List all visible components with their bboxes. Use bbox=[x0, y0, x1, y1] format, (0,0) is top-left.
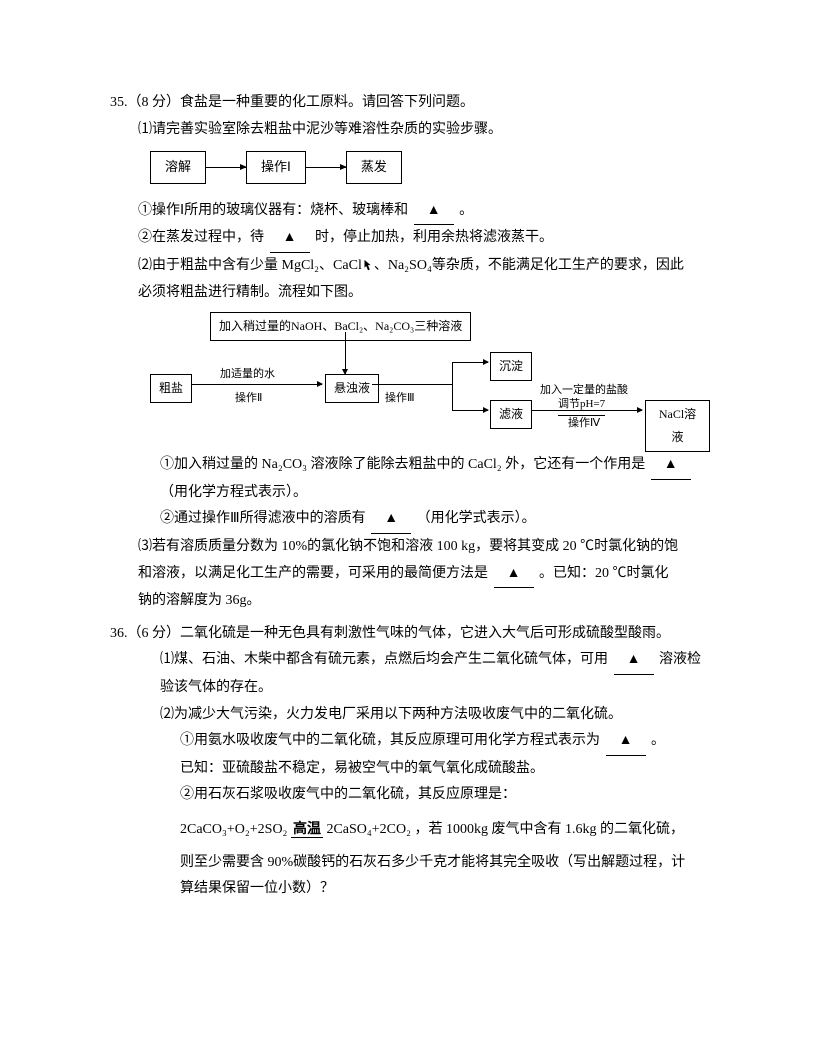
blank-fill[interactable]: ▲ bbox=[414, 198, 454, 226]
triangle-icon: ▲ bbox=[627, 652, 641, 667]
flow1-box-dissolve: 溶解 bbox=[150, 151, 206, 184]
eq-right: 2CaSO₄+2CO₂ ，若 1000kg 废气中含有 1.6kg 的二氧化硫， bbox=[326, 822, 684, 837]
q35-3b: 和溶液，以满足化工生产的需要，可采用的最简便方法是 ▲ 。已知：20 ℃时氯化 bbox=[110, 561, 706, 589]
flow1-box-evap: 蒸发 bbox=[346, 151, 402, 184]
eq-left: 2CaCO₃+O₂+2SO₂ bbox=[180, 822, 287, 837]
text: 和溶液，以满足化工生产的需要，可采用的最简便方法是 bbox=[138, 566, 488, 581]
q35-2c: ①加入稍过量的 Na₂CO₃ 溶液除了能除去粗盐中的 CaCl₂ 外，它还有一个… bbox=[110, 452, 706, 480]
text: 。 bbox=[651, 733, 665, 748]
triangle-icon: ▲ bbox=[384, 511, 398, 526]
q36-2: ⑵为减少大气污染，火力发电厂采用以下两种方法吸收废气中的二氧化硫。 bbox=[110, 702, 706, 729]
blank-fill[interactable]: ▲ bbox=[371, 506, 411, 534]
triangle-icon: ▲ bbox=[283, 230, 297, 245]
q35-header: 35.（8 分）食盐是一种重要的化工原料。请回答下列问题。 bbox=[110, 90, 706, 117]
q35-3a: ⑶若有溶质质量分数为 10%的氯化钠不饱和溶液 100 kg，要将其变成 20 … bbox=[110, 534, 706, 561]
flow2-lbl-water: 加适量的水 bbox=[220, 364, 275, 385]
text: 溶液检 bbox=[659, 652, 701, 667]
text: 、Na₂SO₄等杂质，不能满足化工生产的要求，因此 bbox=[374, 258, 684, 273]
text: ①加入稍过量的 Na₂CO₃ 溶液除了能除去粗盐中的 CaCl₂ 外，它还有一个… bbox=[160, 457, 645, 472]
q35-2d: ②通过操作Ⅲ所得滤液中的溶质有 ▲ （用化学式表示）。 bbox=[110, 506, 706, 534]
triangle-icon: ▲ bbox=[619, 733, 633, 748]
text: ②在蒸发过程中，待 bbox=[138, 230, 264, 245]
text: 时，停止加热，利用余热将滤液蒸干。 bbox=[315, 230, 553, 245]
q36: 36.（6 分）二氧化硫是一种无色具有刺激性气味的气体，它进入大气后可形成硫酸型… bbox=[110, 621, 706, 903]
arrow-icon bbox=[206, 167, 246, 168]
q36-2c: 则至少需要含 90%碳酸钙的石灰石多少千克才能将其完全吸收（写出解题过程，计 bbox=[110, 850, 706, 877]
q36-2d: 算结果保留一位小数）？ bbox=[110, 876, 706, 903]
q36-header: 36.（6 分）二氧化硫是一种无色具有刺激性气味的气体，它进入大气后可形成硫酸型… bbox=[110, 621, 706, 648]
text: ⑵由于粗盐中含有少量 MgCl₂、CaCl bbox=[138, 258, 362, 273]
blank-fill[interactable]: ▲ bbox=[494, 561, 534, 589]
text: ⑴煤、石油、木柴中都含有硫元素，点燃后均会产生二氧化硫气体，可用 bbox=[160, 652, 608, 667]
line bbox=[372, 384, 452, 385]
flow2-lbl-op4: 操作Ⅳ bbox=[568, 413, 600, 434]
cursor-icon bbox=[362, 259, 374, 273]
exam-page: 35.（8 分）食盐是一种重要的化工原料。请回答下列问题。 ⑴请完善实验室除去粗… bbox=[0, 0, 816, 963]
q35: 35.（8 分）食盐是一种重要的化工原料。请回答下列问题。 ⑴请完善实验室除去粗… bbox=[110, 90, 706, 615]
flow2-box-susp: 悬浊液 bbox=[325, 374, 379, 403]
blank-fill[interactable]: ▲ bbox=[614, 647, 654, 675]
flow2-box-crude: 粗盐 bbox=[150, 374, 192, 403]
triangle-icon: ▲ bbox=[507, 566, 521, 581]
triangle-icon: ▲ bbox=[664, 457, 678, 472]
q35-flow2: 加入稍过量的NaOH、BaCl₂、Na₂CO₃三种溶液 粗盐 悬浊液 沉淀 滤液… bbox=[150, 312, 710, 442]
q36-2a2: 已知：亚硫酸盐不稳定，易被空气中的氧气氧化成硫酸盐。 bbox=[110, 756, 706, 783]
triangle-icon: ▲ bbox=[427, 203, 441, 218]
q36-2b: ②用石灰石浆吸收废气中的二氧化硫，其反应原理是： bbox=[110, 782, 706, 809]
blank-fill[interactable]: ▲ bbox=[606, 728, 646, 756]
flow1-box-op1: 操作Ⅰ bbox=[246, 151, 306, 184]
arrow-icon bbox=[345, 332, 346, 374]
q35-2a: ⑵由于粗盐中含有少量 MgCl₂、CaCl 、Na₂SO₄等杂质，不能满足化工生产… bbox=[110, 253, 706, 280]
text: （用化学式表示）。 bbox=[417, 511, 536, 526]
q36-eq: 2CaCO₃+O₂+2SO₂ 高温 2CaSO₄+2CO₂ ，若 1000kg … bbox=[110, 817, 706, 844]
q35-p1: ⑴请完善实验室除去粗盐中泥沙等难溶性杂质的实验步骤。 bbox=[110, 117, 706, 144]
q35-flow1: 溶解 操作Ⅰ 蒸发 bbox=[150, 151, 706, 184]
text: ①操作Ⅰ所用的玻璃仪器有：烧杯、玻璃棒和 bbox=[138, 203, 408, 218]
q35-1a: ①操作Ⅰ所用的玻璃仪器有：烧杯、玻璃棒和 ▲ 。 bbox=[110, 198, 706, 226]
text: ①用氨水吸收废气中的二氧化硫，其反应原理可用化学方程式表示为 bbox=[180, 733, 600, 748]
arrow-icon bbox=[452, 410, 488, 411]
blank-fill[interactable]: ▲ bbox=[651, 452, 691, 480]
flow2-box-precip: 沉淀 bbox=[490, 352, 532, 381]
q36-2a: ①用氨水吸收废气中的二氧化硫，其反应原理可用化学方程式表示为 ▲ 。 bbox=[110, 728, 706, 756]
text: ②通过操作Ⅲ所得滤液中的溶质有 bbox=[160, 511, 366, 526]
text: 。已知：20 ℃时氯化 bbox=[539, 566, 669, 581]
line bbox=[452, 362, 453, 410]
flow2-box-filtrate: 滤液 bbox=[490, 400, 532, 429]
flow2-lbl-op3: 操作Ⅲ bbox=[385, 388, 415, 409]
q36-1b: 验该气体的存在。 bbox=[110, 675, 706, 702]
q36-1: ⑴煤、石油、木柴中都含有硫元素，点燃后均会产生二氧化硫气体，可用 ▲ 溶液检 bbox=[110, 647, 706, 675]
arrow-icon bbox=[452, 362, 488, 363]
q35-2c-post: （用化学方程式表示）。 bbox=[110, 480, 706, 507]
blank-fill[interactable]: ▲ bbox=[270, 225, 310, 253]
q35-3c: 钠的溶解度为 36g。 bbox=[110, 588, 706, 615]
flow2-box-nacl: NaCl溶液 bbox=[645, 400, 710, 452]
flow2-lbl-op2: 操作Ⅱ bbox=[235, 388, 262, 409]
arrow-icon bbox=[306, 167, 346, 168]
eq-condition: 高温 bbox=[291, 822, 323, 838]
text: 。 bbox=[459, 203, 473, 218]
q35-2b: 必须将粗盐进行精制。流程如下图。 bbox=[110, 280, 706, 307]
flow2-box-top: 加入稍过量的NaOH、BaCl₂、Na₂CO₃三种溶液 bbox=[210, 312, 471, 341]
q35-1b: ②在蒸发过程中，待 ▲ 时，停止加热，利用余热将滤液蒸干。 bbox=[110, 225, 706, 253]
